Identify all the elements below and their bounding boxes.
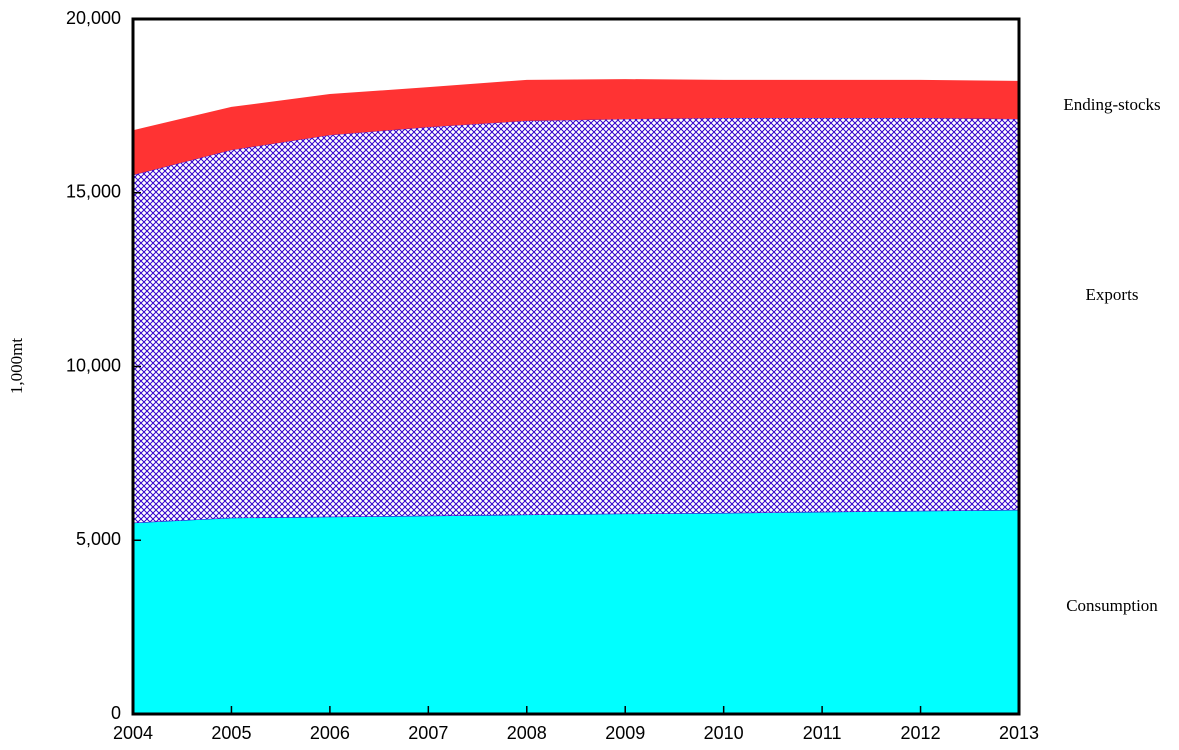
- x-tick-label: 2006: [310, 723, 350, 743]
- x-tick-label: 2013: [999, 723, 1039, 743]
- series-label: Ending-stocks: [1063, 95, 1160, 114]
- series-label: Consumption: [1066, 596, 1158, 615]
- y-axis-label: 1,000mt: [7, 338, 26, 394]
- x-tick-label: 2012: [901, 723, 941, 743]
- x-tick-label: 2010: [704, 723, 744, 743]
- x-tick-label: 2007: [408, 723, 448, 743]
- y-tick-label: 20,000: [66, 8, 121, 28]
- x-tick-label: 2005: [211, 723, 251, 743]
- x-tick-label: 2009: [605, 723, 645, 743]
- area: [133, 79, 1019, 176]
- y-tick-label: 5,000: [76, 529, 121, 549]
- y-tick-label: 10,000: [66, 355, 121, 375]
- x-tick-label: 2011: [803, 723, 842, 743]
- x-tick-label: 2008: [507, 723, 547, 743]
- x-tick-label: 2004: [113, 723, 153, 743]
- y-tick-label: 15,000: [66, 182, 121, 202]
- y-tick-label: 0: [111, 703, 121, 723]
- series-label: Exports: [1086, 285, 1139, 304]
- area: [133, 510, 1019, 714]
- area: [132, 117, 1020, 524]
